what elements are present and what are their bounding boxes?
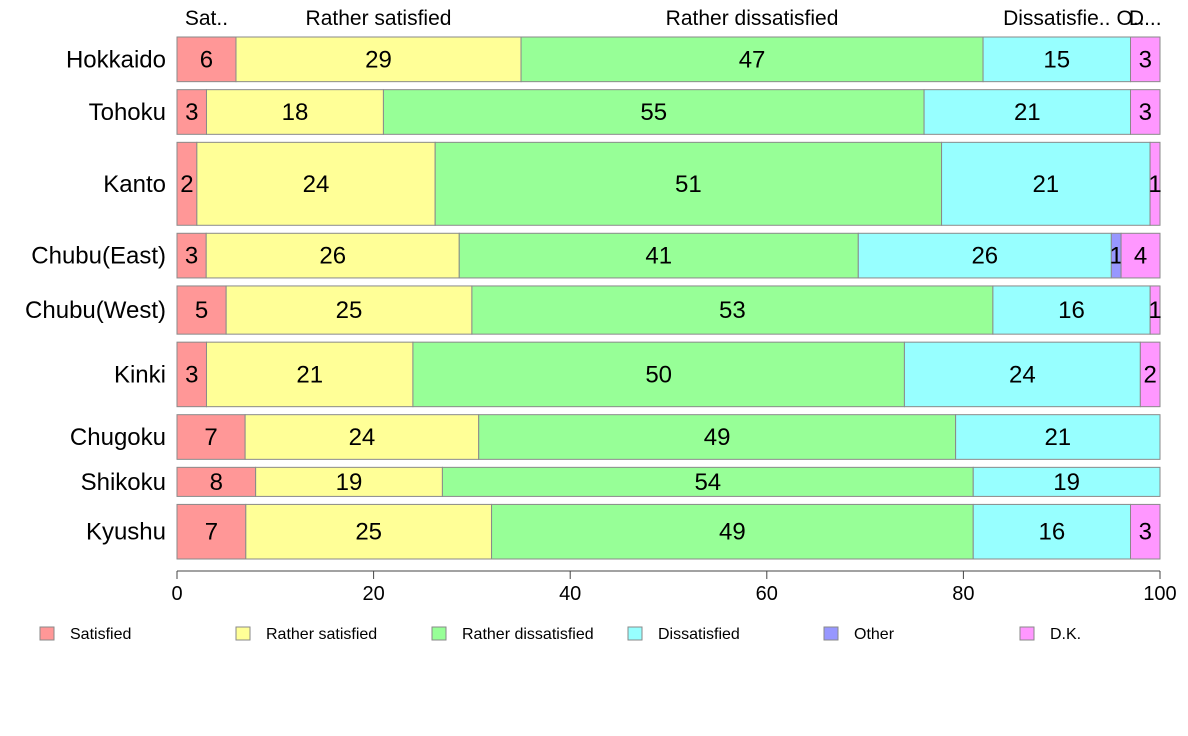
data-label-kyushu-satisfied: 7	[205, 519, 218, 546]
bar-row-chubu-east: 326412614	[177, 233, 1160, 278]
x-tick-label-100: 100	[1143, 583, 1176, 605]
data-label-hokkaido-rather-satisfied: 29	[365, 46, 392, 73]
legend-label-rather-dissatisfied: Rather dissatisfied	[462, 626, 594, 643]
data-label-kinki-d-k: 2	[1143, 361, 1156, 388]
data-label-kyushu-dissatisfied: 16	[1039, 519, 1066, 546]
legend: Satisfied Rather satisfied Rather dissatis…	[40, 626, 1081, 643]
data-label-kanto-rather-dissatisfied: 51	[675, 171, 702, 198]
x-tick-label-60: 60	[756, 583, 778, 605]
category-label-tohoku: Tohoku	[89, 99, 166, 126]
data-label-kyushu-d-k: 3	[1139, 519, 1152, 546]
data-label-shikoku-rather-satisfied: 19	[336, 469, 363, 496]
bar-row-hokkaido: 6 29 47 15 3	[177, 37, 1160, 82]
x-tick-label-0: 0	[171, 583, 182, 605]
legend-item-rather-satisfied: Rather satisfied	[236, 626, 377, 643]
x-tick-label-40: 40	[559, 583, 581, 605]
data-label-hokkaido-rather-dissatisfied: 47	[739, 46, 766, 73]
category-label-shikoku: Shikoku	[81, 469, 166, 496]
legend-item-d-k: D.K.	[1020, 626, 1081, 643]
category-label-chubu-east: Chubu(East)	[31, 243, 166, 270]
top-label-dissatisfied: Dissatisfie..	[1003, 7, 1110, 30]
data-label-hokkaido-d-k: 3	[1139, 46, 1152, 73]
data-label-kanto-rather-satisfied: 24	[303, 171, 330, 198]
data-label-kanto-satisfied: 2	[180, 171, 193, 198]
data-label-hokkaido-dissatisfied: 15	[1043, 46, 1070, 73]
legend-swatch-dissatisfied	[628, 627, 642, 640]
category-label-kinki: Kinki	[114, 361, 166, 388]
data-label-chubu-east-rather-dissatisfied: 41	[645, 243, 672, 270]
mosaic-chart: Sat.. Rather satisfied Rather dissatisfied…	[0, 0, 1188, 736]
category-label-hokkaido: Hokkaido	[66, 46, 166, 73]
data-label-hokkaido-satisfied: 6	[200, 46, 213, 73]
data-label-kyushu-rather-satisfied: 25	[355, 519, 382, 546]
data-label-tohoku-d-k: 3	[1139, 99, 1152, 126]
category-label-chugoku: Chugoku	[70, 424, 166, 451]
data-label-chugoku-rather-dissatisfied: 49	[704, 424, 731, 451]
data-label-chubu-east-d-k: 4	[1134, 243, 1147, 270]
data-label-kanto-d-k: 1	[1148, 171, 1161, 198]
bar-row-kanto: 2 24 51 21 1	[177, 142, 1162, 225]
data-label-chubu-west-rather-satisfied: 25	[336, 297, 363, 324]
top-label-d-k: D...	[1129, 7, 1162, 30]
legend-label-rather-satisfied: Rather satisfied	[266, 626, 377, 643]
data-label-chubu-west-rather-dissatisfied: 53	[719, 297, 746, 324]
region-labels: Hokkaido Tohoku Kanto Chubu(East) Chubu(West…	[25, 46, 166, 545]
legend-item-satisfied: Satisfied	[40, 626, 131, 643]
category-label-chubu-west: Chubu(West)	[25, 297, 166, 324]
data-label-chubu-east-rather-satisfied: 26	[319, 243, 346, 270]
bar-row-kinki: 3 21 50 24 2	[177, 342, 1160, 407]
data-label-kyushu-rather-dissatisfied: 49	[719, 519, 746, 546]
legend-label-dissatisfied: Dissatisfied	[658, 626, 740, 643]
data-label-kinki-dissatisfied: 24	[1009, 361, 1036, 388]
bar-row-chubu-west: 5 25 53 16 1	[177, 286, 1162, 334]
bars-area: 6294715331855213224512113264126145255316…	[177, 37, 1162, 559]
category-label-kyushu: Kyushu	[86, 519, 166, 546]
data-label-chubu-east-dissatisfied: 26	[971, 243, 998, 270]
top-category-labels: Sat.. Rather satisfied Rather dissatisfied…	[185, 7, 1162, 30]
data-label-shikoku-rather-dissatisfied: 54	[694, 469, 721, 496]
data-label-shikoku-dissatisfied: 19	[1053, 469, 1080, 496]
data-label-kinki-rather-satisfied: 21	[296, 361, 323, 388]
data-label-chubu-west-dissatisfied: 16	[1058, 297, 1085, 324]
top-label-satisfied: Sat..	[185, 7, 228, 30]
legend-item-rather-dissatisfied: Rather dissatisfied	[432, 626, 594, 643]
category-label-kanto: Kanto	[103, 171, 166, 198]
data-label-chugoku-dissatisfied: 21	[1044, 424, 1071, 451]
legend-item-dissatisfied: Dissatisfied	[628, 626, 740, 643]
data-label-kanto-dissatisfied: 21	[1032, 171, 1059, 198]
legend-swatch-rather-satisfied	[236, 627, 250, 640]
data-label-chubu-west-satisfied: 5	[195, 297, 208, 324]
legend-swatch-satisfied	[40, 627, 54, 640]
legend-label-satisfied: Satisfied	[70, 626, 131, 643]
x-axis: 0 20 40 60 80 100	[171, 571, 1176, 605]
data-label-tohoku-rather-dissatisfied: 55	[640, 99, 667, 126]
top-label-rather-dissatisfied: Rather dissatisfied	[666, 7, 839, 30]
legend-swatch-other	[824, 627, 838, 640]
bar-row-shikoku: 8 19 54 19	[177, 467, 1160, 496]
bar-row-chugoku: 7 24 49 21	[177, 415, 1160, 460]
legend-swatch-d-k	[1020, 627, 1034, 640]
legend-label-other: Other	[854, 626, 895, 643]
top-label-rather-satisfied: Rather satisfied	[306, 7, 452, 30]
bar-row-tohoku: 3 18 55 21 3	[177, 90, 1160, 135]
data-label-chugoku-rather-satisfied: 24	[349, 424, 376, 451]
x-tick-label-80: 80	[952, 583, 974, 605]
x-tick-label-20: 20	[362, 583, 384, 605]
bar-row-kyushu: 7 25 49 16 3	[177, 504, 1160, 559]
data-label-kinki-satisfied: 3	[185, 361, 198, 388]
data-label-tohoku-rather-satisfied: 18	[282, 99, 309, 126]
data-label-tohoku-satisfied: 3	[185, 99, 198, 126]
data-label-chugoku-satisfied: 7	[204, 424, 217, 451]
data-label-chubu-east-satisfied: 3	[185, 243, 198, 270]
data-label-chubu-west-d-k: 1	[1148, 297, 1161, 324]
data-label-kinki-rather-dissatisfied: 50	[645, 361, 672, 388]
data-label-tohoku-dissatisfied: 21	[1014, 99, 1041, 126]
data-label-shikoku-satisfied: 8	[210, 469, 223, 496]
legend-item-other: Other	[824, 626, 895, 643]
legend-swatch-rather-dissatisfied	[432, 627, 446, 640]
legend-label-d-k: D.K.	[1050, 626, 1081, 643]
